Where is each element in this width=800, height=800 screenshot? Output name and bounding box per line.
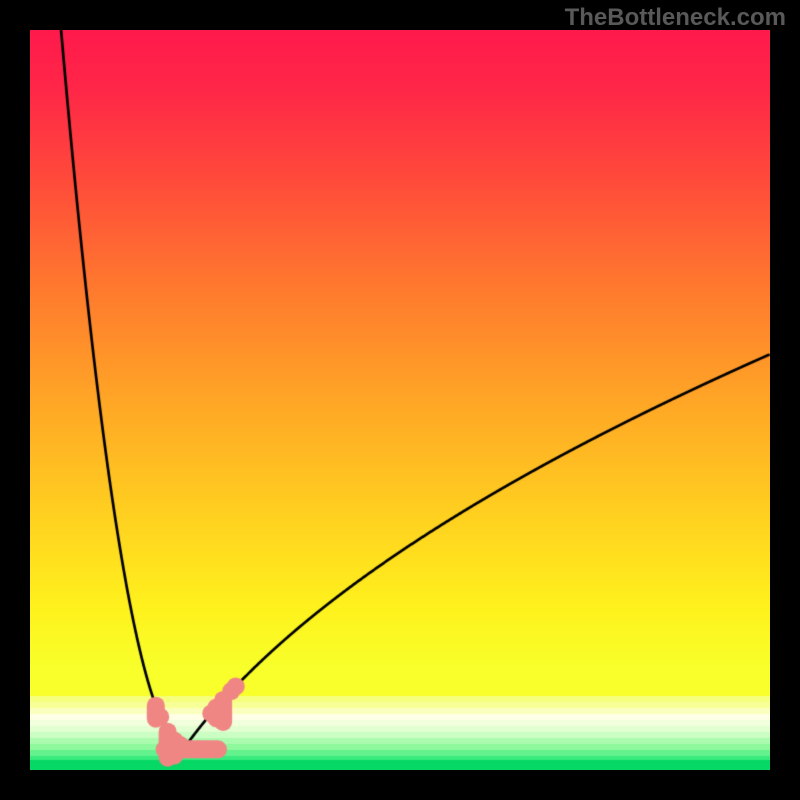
watermark-text: TheBottleneck.com — [565, 4, 786, 32]
plot-area — [30, 30, 770, 770]
bottleneck-curve-chart — [30, 30, 770, 770]
chart-stage: TheBottleneck.com — [0, 0, 800, 800]
